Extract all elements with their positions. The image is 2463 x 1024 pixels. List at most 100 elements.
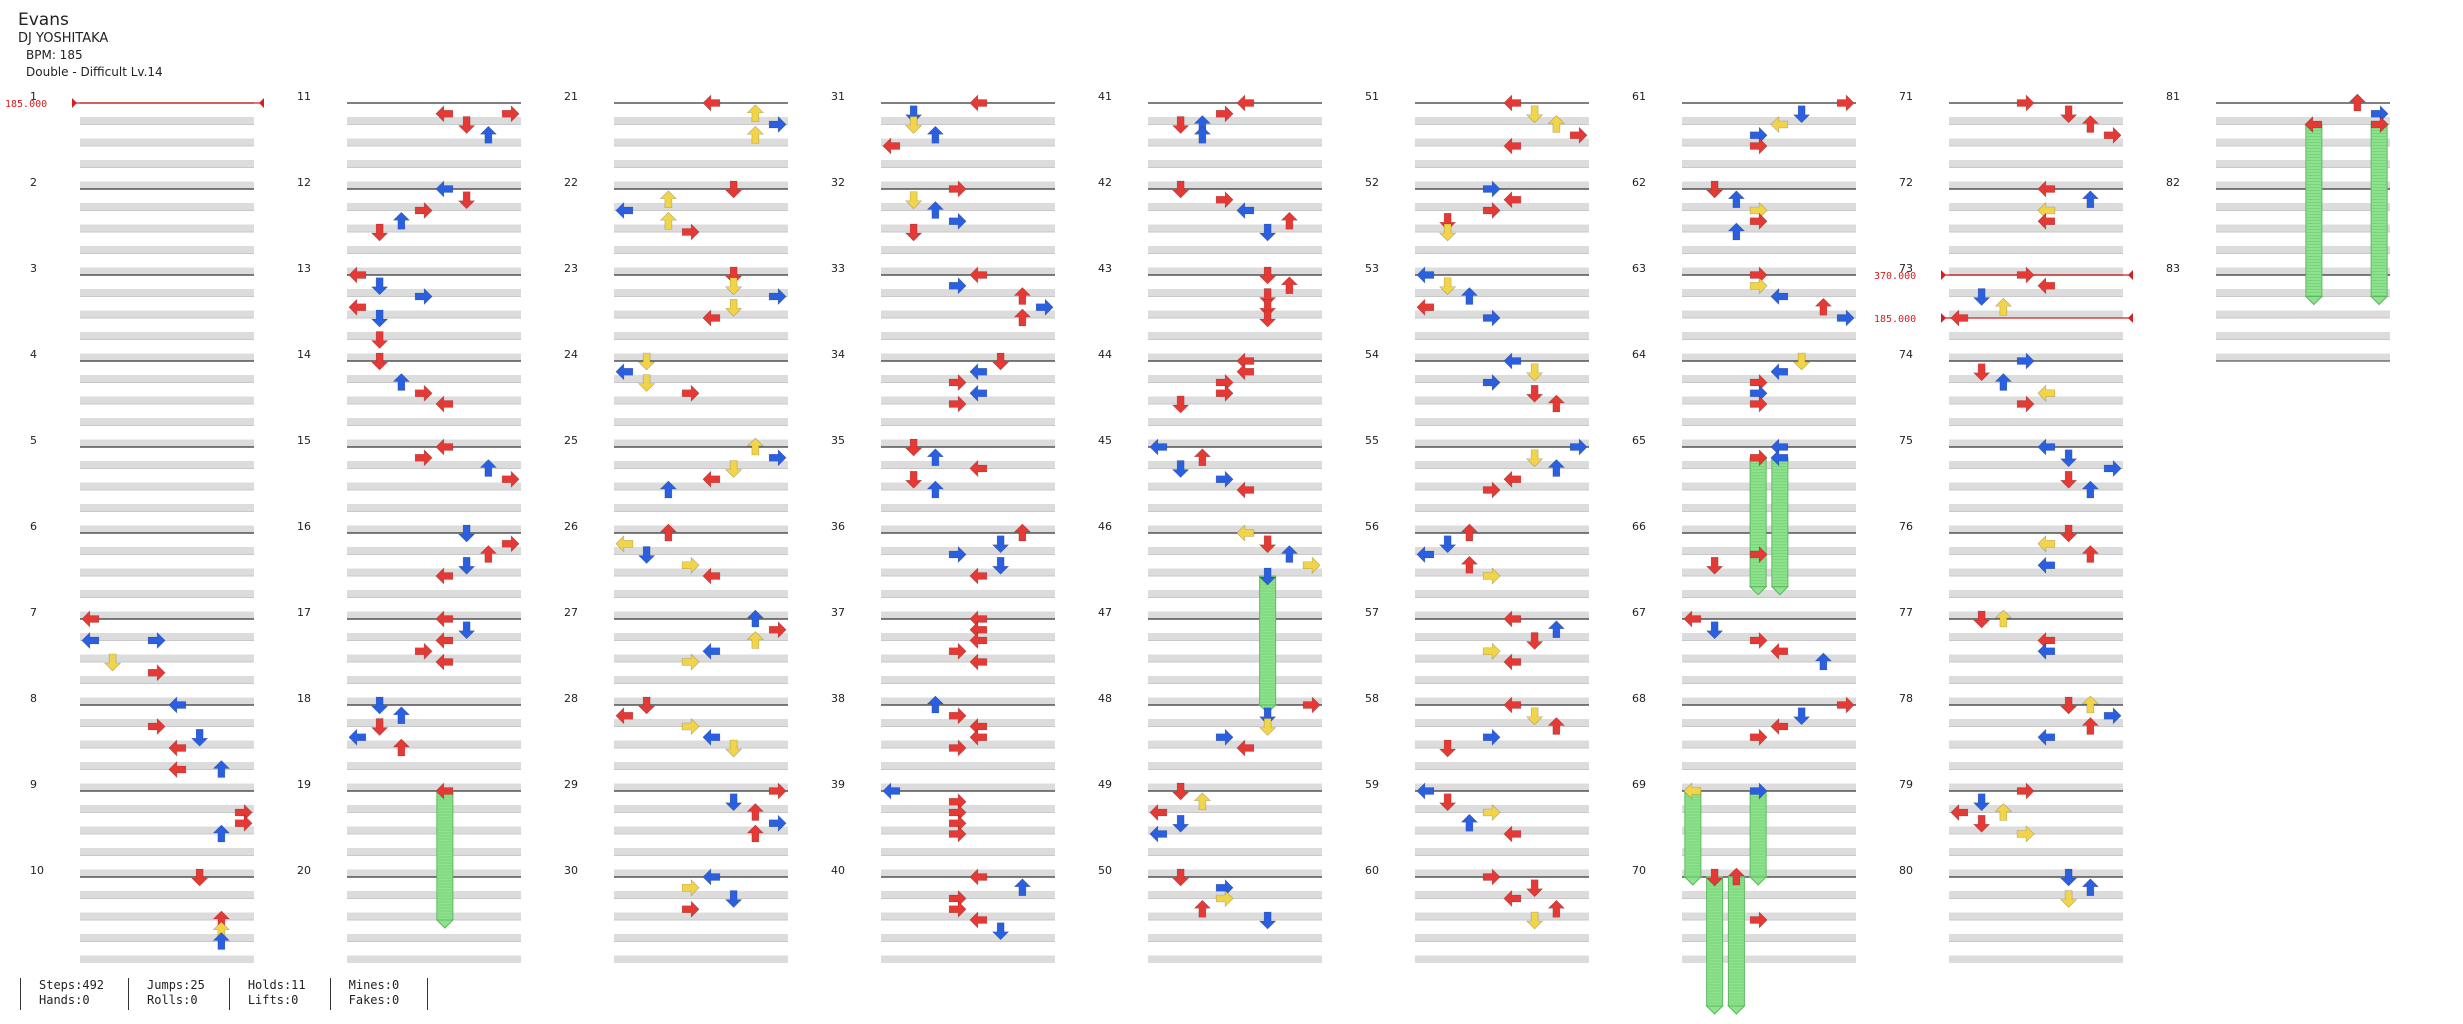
arrow-left-icon: [1236, 94, 1255, 112]
arrow-right-icon: [2016, 782, 2035, 800]
beat-stripe: [1415, 439, 1589, 447]
beat-stripe: [80, 826, 254, 834]
measure-number: 23: [564, 262, 578, 275]
arrow-right-icon: [1215, 191, 1234, 209]
arrow-left-icon: [1503, 470, 1522, 488]
beat-stripe: [881, 719, 1055, 727]
beat-stripe: [80, 590, 254, 598]
beat-stripe: [80, 891, 254, 899]
arrow-right-icon: [948, 180, 967, 198]
beat-stripe: [881, 117, 1055, 125]
beat-stripe: [80, 181, 254, 189]
beat-stripe: [1682, 740, 1856, 748]
beat-stripe: [1415, 891, 1589, 899]
stats-bar: Steps:492 Hands:0 Jumps:25 Rolls:0 Holds…: [20, 978, 429, 1010]
arrow-left-icon: [615, 535, 634, 553]
arrow-right-icon: [681, 900, 700, 918]
arrow-right-icon: [2016, 94, 2035, 112]
arrow-left-icon: [882, 782, 901, 800]
bpm-change: 185.000: [1874, 313, 2133, 325]
beat-stripe: [347, 138, 521, 146]
arrow-down-icon: [1972, 610, 1991, 629]
arrow-right-icon: [681, 556, 700, 574]
arrow-right-icon: [1482, 309, 1501, 327]
arrow-up-icon: [2081, 190, 2100, 209]
arrow-left-icon: [615, 363, 634, 381]
beat-stripe: [881, 955, 1055, 963]
beat-stripe: [1949, 439, 2123, 447]
measure-number: 51: [1365, 90, 1379, 103]
beat-stripe: [614, 418, 788, 426]
beat-stripe: [1949, 676, 2123, 684]
measure-number: 47: [1098, 606, 1112, 619]
beat-stripe: [80, 955, 254, 963]
beat-stripe: [1682, 891, 1856, 899]
arrow-up-icon: [746, 824, 765, 843]
arrow-left-icon: [969, 868, 988, 886]
bpm-marker-icon: [1941, 313, 1946, 323]
beat-stripe: [80, 719, 254, 727]
song-artist: DJ YOSHITAKA: [18, 31, 109, 46]
measure-number: 45: [1098, 434, 1112, 447]
beat-stripe: [1949, 568, 2123, 576]
arrow-right-icon: [414, 201, 433, 220]
arrow-down-icon: [370, 223, 389, 242]
arrow-left-icon: [1950, 803, 1969, 822]
measure-61: 61: [1632, 90, 1856, 189]
beat-stripe: [347, 934, 521, 942]
hold-body: [435, 790, 455, 929]
hold-end-icon: [1727, 1005, 1746, 1015]
measure-18: 18: [297, 692, 521, 791]
arrow-up-icon: [1727, 867, 1746, 886]
measure-7: 7: [30, 606, 254, 705]
measure-number: 5: [30, 434, 37, 447]
arrow-left-icon: [1149, 803, 1168, 822]
measure-number: 19: [297, 778, 311, 791]
arrow-left-icon: [2037, 642, 2056, 660]
beat-stripe: [1682, 267, 1856, 275]
arrow-down-icon: [1438, 535, 1457, 554]
beat-stripe: [1682, 826, 1856, 834]
beat-stripe: [1148, 267, 1322, 275]
beat-stripe: [1682, 439, 1856, 447]
hold-end-icon: [1705, 1005, 1724, 1015]
arrow-left-icon: [1503, 889, 1522, 908]
measure-39: 39: [831, 778, 1055, 877]
beat-stripe: [1148, 439, 1322, 447]
beat-stripe: [1949, 310, 2123, 318]
arrow-left-icon: [1503, 610, 1522, 628]
arrow-down-icon: [1705, 621, 1724, 640]
arrow-up-icon: [2081, 545, 2100, 563]
beat-stripe: [2216, 117, 2390, 125]
arrow-right-icon: [1482, 868, 1501, 886]
arrow-down-icon: [724, 460, 743, 478]
beat-stripe: [80, 461, 254, 469]
measure-4: 4: [30, 348, 254, 447]
beat-stripe: [80, 525, 254, 533]
arrow-right-icon: [2103, 459, 2122, 478]
beat-stripe: [1949, 289, 2123, 297]
measure-25: 25: [564, 434, 788, 533]
beat-stripe: [1682, 504, 1856, 512]
arrow-down-icon: [1705, 868, 1724, 887]
measure-44: 44: [1098, 348, 1322, 447]
stat-steps: Steps:492: [39, 978, 105, 992]
arrow-down-icon: [904, 105, 923, 124]
arrow-down-icon: [2059, 105, 2078, 124]
arrow-right-icon: [147, 664, 166, 682]
beat-stripe: [881, 246, 1055, 254]
arrow-right-icon: [2016, 352, 2035, 370]
arrow-right-icon: [501, 105, 520, 123]
measure-13: 13: [297, 262, 521, 361]
beat-stripe: [881, 590, 1055, 598]
arrow-up-icon: [212, 932, 231, 950]
beat-stripe: [80, 869, 254, 877]
beat-stripe: [1949, 611, 2123, 619]
beat-stripe: [1415, 633, 1589, 641]
measure-26: 26: [564, 520, 788, 619]
arrow-right-icon: [681, 223, 700, 241]
bpm-marker-icon: [2128, 270, 2133, 280]
arrow-left-icon: [168, 739, 187, 757]
arrow-right-icon: [948, 739, 967, 757]
measure-27: 27: [564, 606, 788, 705]
